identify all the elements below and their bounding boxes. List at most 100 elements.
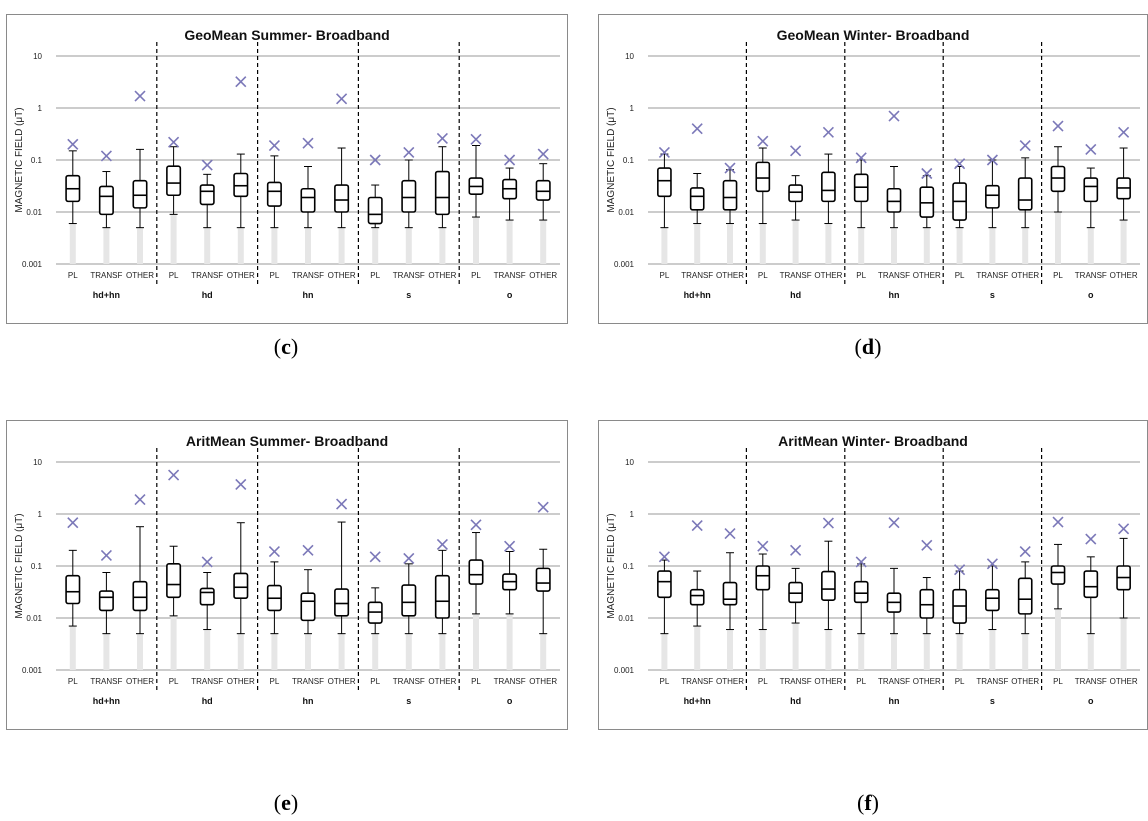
x-tick-label: OTHER <box>814 271 842 280</box>
group-label: s <box>990 696 995 706</box>
x-tick-label: OTHER <box>913 271 941 280</box>
box-iqr <box>166 563 182 599</box>
mean-marker-stroke <box>504 540 516 552</box>
background-whisker <box>694 626 701 670</box>
mean-marker <box>855 556 867 568</box>
group-label: hd <box>790 696 801 706</box>
box-iqr <box>334 184 350 213</box>
box-iqr <box>919 588 935 619</box>
mean-marker <box>134 90 146 102</box>
box-iqr <box>821 570 836 601</box>
background-whisker <box>759 629 766 670</box>
background-whisker <box>372 227 379 264</box>
mean-marker-stroke <box>470 519 482 531</box>
box-iqr <box>233 172 249 198</box>
chart-panel-d: GeoMean Winter- Broadband 0.001 0.01 0.1 1 10… <box>598 14 1148 324</box>
mean-marker <box>1052 516 1064 528</box>
mean-marker-stroke <box>1052 516 1064 528</box>
group-label: hd <box>790 290 801 300</box>
y-tick-label: 0.001 <box>22 666 43 675</box>
mean-marker <box>1019 139 1031 152</box>
background-whisker <box>338 227 345 264</box>
box-iqr <box>199 587 215 606</box>
box-iqr <box>535 567 551 592</box>
mean-marker <box>470 519 482 531</box>
x-tick-label: PL <box>68 271 78 280</box>
x-tick-label: PL <box>856 271 866 280</box>
box-iqr <box>722 179 738 211</box>
mean-marker <box>658 146 670 158</box>
x-tick-label: OTHER <box>529 677 557 686</box>
mean-marker <box>268 139 280 152</box>
mean-marker <box>504 154 516 166</box>
box-iqr <box>1083 177 1099 203</box>
mean-marker <box>921 539 933 551</box>
box-iqr <box>985 588 1000 612</box>
mean-marker <box>691 123 703 135</box>
mean-marker-stroke <box>1118 523 1130 535</box>
chart-title: AritMean Summer- Broadband <box>186 433 388 449</box>
mean-marker <box>336 93 348 105</box>
mean-marker <box>822 126 834 138</box>
mean-marker-stroke <box>100 150 112 162</box>
background-whisker <box>103 227 110 264</box>
x-tick-label: PL <box>471 677 481 686</box>
background-whisker <box>792 220 799 264</box>
x-tick-label: TRANSF <box>191 271 223 280</box>
box-iqr <box>334 588 350 617</box>
mean-marker <box>302 137 314 149</box>
background-whisker <box>473 217 479 264</box>
box-iqr <box>434 170 450 216</box>
mean-marker <box>100 150 112 162</box>
mean-marker-stroke <box>790 145 802 157</box>
x-tick-label: OTHER <box>328 271 356 280</box>
box-iqr <box>300 592 316 622</box>
background-whisker <box>405 227 412 264</box>
background-whisker <box>237 227 244 264</box>
mean-marker-stroke <box>67 517 79 529</box>
y-tick-label: 10 <box>33 458 42 467</box>
mean-marker-stroke <box>168 136 180 148</box>
mean-marker-stroke <box>822 126 834 138</box>
mean-marker-stroke <box>369 154 381 166</box>
x-tick-label: OTHER <box>529 271 557 280</box>
mean-marker <box>954 564 966 576</box>
background-whisker <box>956 227 963 264</box>
group-label: hd <box>202 290 213 300</box>
mean-marker-stroke <box>336 498 348 510</box>
x-tick-label: TRANSF <box>292 677 324 686</box>
background-whisker <box>69 626 76 670</box>
background-whisker <box>923 227 930 264</box>
mean-marker <box>336 498 348 510</box>
background-whisker <box>792 623 799 670</box>
background-whisker <box>923 633 930 670</box>
x-tick-label: TRANSF <box>90 271 122 280</box>
x-tick-label: PL <box>370 271 380 280</box>
mean-marker <box>168 136 180 148</box>
background-whisker <box>956 633 963 670</box>
group-label: hd+hn <box>93 696 120 706</box>
mean-marker-stroke <box>201 159 213 171</box>
background-whisker <box>338 633 345 670</box>
background-whisker <box>372 633 379 670</box>
background-whisker <box>1055 212 1061 264</box>
box-iqr <box>1017 577 1033 615</box>
background-whisker <box>506 220 513 264</box>
x-tick-label: PL <box>660 271 670 280</box>
box-iqr <box>657 570 672 599</box>
mean-marker-stroke <box>537 501 549 513</box>
x-tick-label: PL <box>169 677 179 686</box>
background-whisker <box>170 615 177 670</box>
x-tick-label: TRANSF <box>494 271 526 280</box>
group-label: hd+hn <box>684 290 711 300</box>
group-label: hn <box>889 290 900 300</box>
box-iqr <box>266 181 282 207</box>
mean-marker-stroke <box>954 158 966 170</box>
mean-marker <box>921 167 933 180</box>
group-label: hn <box>889 696 900 706</box>
mean-marker-stroke <box>134 90 146 102</box>
mean-marker-stroke <box>691 519 703 532</box>
mean-marker-stroke <box>134 493 146 506</box>
y-tick-label: 0.1 <box>623 156 635 165</box>
mean-marker-stroke <box>790 544 802 556</box>
